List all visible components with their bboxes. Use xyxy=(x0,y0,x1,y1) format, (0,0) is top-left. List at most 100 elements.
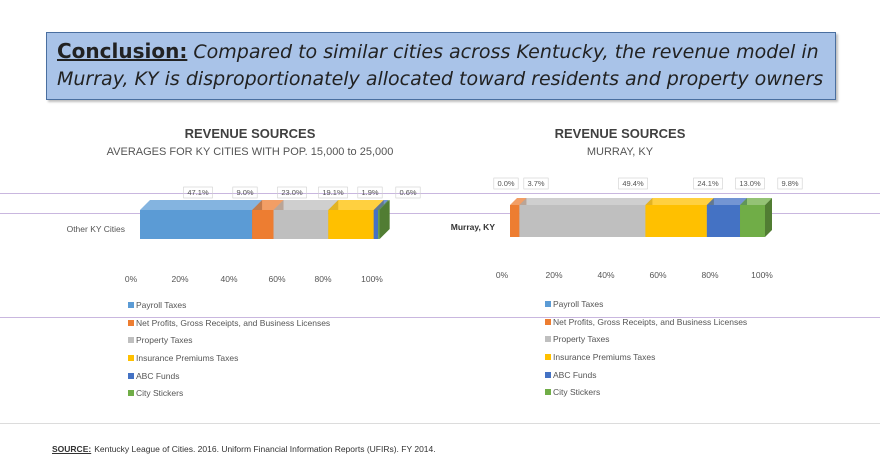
divider-line xyxy=(0,193,880,194)
legend-swatch xyxy=(545,389,551,396)
data-label: 13.0% xyxy=(735,177,765,190)
bar-segment-city-stickers xyxy=(378,210,380,239)
legend-item: Insurance Premiums Taxes xyxy=(128,349,330,367)
legend-swatch xyxy=(545,300,551,307)
x-tick-label: 0% xyxy=(125,274,138,284)
svg-text:13.0%: 13.0% xyxy=(739,179,761,188)
data-label: 23.0% xyxy=(277,186,307,199)
x-tick-label: 60% xyxy=(649,270,666,280)
legend-item: Property Taxes xyxy=(128,331,330,349)
bar-segment-abc-funds xyxy=(706,205,741,237)
data-label: 3.7% xyxy=(523,177,549,190)
svg-text:9.8%: 9.8% xyxy=(781,179,798,188)
svg-text:24.1%: 24.1% xyxy=(697,179,719,188)
bar-segment-abc-funds-top xyxy=(373,200,389,210)
bar-segment-net-profits-gross-receipts-and-business-licenses-top xyxy=(510,198,527,205)
legend-label: City Stickers xyxy=(553,387,601,398)
legend-label: Insurance Premiums Taxes xyxy=(553,351,656,362)
legend-item: Payroll Taxes xyxy=(545,295,747,313)
x-tick-label: 80% xyxy=(314,274,331,284)
legend-label: Net Profits, Gross Receipts, and Busines… xyxy=(553,316,748,327)
legend-swatch xyxy=(128,337,134,344)
bar-segment-property-taxes xyxy=(519,205,646,237)
bar-segment-net-profits-gross-receipts-and-business-licenses xyxy=(252,210,274,239)
bar-segment-payroll-taxes xyxy=(140,210,253,239)
divider-line xyxy=(0,317,880,318)
data-label: 1.9% xyxy=(357,186,383,199)
bar-segment-property-taxes-top xyxy=(519,198,653,205)
svg-text:0.0%: 0.0% xyxy=(497,179,514,188)
x-tick-label: 0% xyxy=(496,270,509,280)
bar-segment-net-profits-gross-receipts-and-business-licenses-top xyxy=(252,200,284,210)
data-label: 9.8% xyxy=(777,177,803,190)
bar-segment-property-taxes-top xyxy=(273,200,339,210)
bar-segment-abc-funds-top xyxy=(706,198,748,205)
legend-label: Payroll Taxes xyxy=(136,299,187,310)
conclusion-banner: Conclusion: Compared to similar cities a… xyxy=(46,32,836,100)
bar-segment-insurance-premiums-taxes xyxy=(645,205,707,237)
data-label: 49.4% xyxy=(618,177,648,190)
legend-label: ABC Funds xyxy=(553,369,597,380)
bar-segment-property-taxes xyxy=(273,210,329,239)
svg-text:19.1%: 19.1% xyxy=(322,188,344,197)
bar-segment-insurance-premiums-taxes-top xyxy=(328,200,384,210)
svg-text:49.4%: 49.4% xyxy=(622,179,644,188)
legend-item: City Stickers xyxy=(545,383,747,401)
legend-item: ABC Funds xyxy=(545,366,747,384)
revenue-chart-other-cities: Other KY Cities 47.1% 9.0% 23.0% 19.1% 1.9% 0.… xyxy=(67,186,421,284)
legend-swatch xyxy=(128,319,134,326)
legend-item: Property Taxes xyxy=(545,330,747,348)
chart-title-left: REVENUE SOURCES xyxy=(184,126,316,141)
legend-item: Insurance Premiums Taxes xyxy=(545,348,747,366)
svg-text:1.9%: 1.9% xyxy=(361,188,378,197)
legend-swatch xyxy=(545,371,551,378)
category-label: Murray, KY xyxy=(451,222,496,232)
category-label: Other KY Cities xyxy=(67,224,125,234)
bar-segment-abc-funds xyxy=(373,210,379,239)
legend-item: ABC Funds xyxy=(128,367,330,385)
bar-segment-city-stickers-side xyxy=(379,200,390,239)
legend-label: City Stickers xyxy=(136,388,184,399)
legend-swatch xyxy=(128,301,134,308)
legend-item: City Stickers xyxy=(128,384,330,402)
svg-text:3.7%: 3.7% xyxy=(527,179,544,188)
chart-subtitle-left: AVERAGES FOR KY CITIES WITH POP. 15,000 … xyxy=(106,146,394,158)
data-label: 9.0% xyxy=(232,186,258,199)
data-label: 24.1% xyxy=(693,177,723,190)
source-note: SOURCE: Kentucky League of Cities. 2016. … xyxy=(52,444,436,454)
bar-segment-city-stickers xyxy=(740,205,765,237)
data-label: 0.0% xyxy=(493,177,519,190)
bar-segment-insurance-premiums-taxes xyxy=(328,210,374,239)
legend-label: Insurance Premiums Taxes xyxy=(136,352,239,363)
svg-text:0.6%: 0.6% xyxy=(399,188,416,197)
x-tick-label: 40% xyxy=(597,270,614,280)
legend-swatch xyxy=(545,353,551,360)
bar-segment-city-stickers-side xyxy=(765,198,772,237)
bar-segment-city-stickers-top xyxy=(740,198,772,205)
bar-segment-city-stickers-top xyxy=(378,200,390,210)
chart-subtitle-right: MURRAY, KY xyxy=(586,146,654,158)
legend-item: Net Profits, Gross Receipts, and Busines… xyxy=(545,313,747,331)
bar-segment-net-profits-gross-receipts-and-business-licenses xyxy=(510,205,520,237)
chart-title-right: REVENUE SOURCES xyxy=(554,126,686,141)
legend-swatch xyxy=(545,318,551,325)
x-tick-label: 60% xyxy=(268,274,285,284)
conclusion-text: Compared to similar cities across Kentuc… xyxy=(57,41,824,90)
source-text: Kentucky League of Cities. 2016. Uniform… xyxy=(94,444,436,454)
legend-swatch xyxy=(128,354,134,361)
svg-text:47.1%: 47.1% xyxy=(187,188,209,197)
legend-label: Property Taxes xyxy=(136,335,193,346)
legend-swatch xyxy=(545,336,551,343)
legend-other-cities: Payroll Taxes Net Profits, Gross Receipts… xyxy=(128,296,330,402)
legend-item: Payroll Taxes xyxy=(128,296,330,314)
x-tick-label: 20% xyxy=(545,270,562,280)
x-tick-label: 20% xyxy=(171,274,188,284)
bar-segment-insurance-premiums-taxes-top xyxy=(645,198,714,205)
bar-segment-payroll-taxes-top xyxy=(140,200,263,210)
data-label: 47.1% xyxy=(183,186,213,199)
legend-swatch xyxy=(128,372,134,379)
source-label: SOURCE: xyxy=(52,444,92,454)
legend-swatch xyxy=(128,390,134,397)
svg-text:9.0%: 9.0% xyxy=(236,188,253,197)
x-tick-label: 40% xyxy=(220,274,237,284)
